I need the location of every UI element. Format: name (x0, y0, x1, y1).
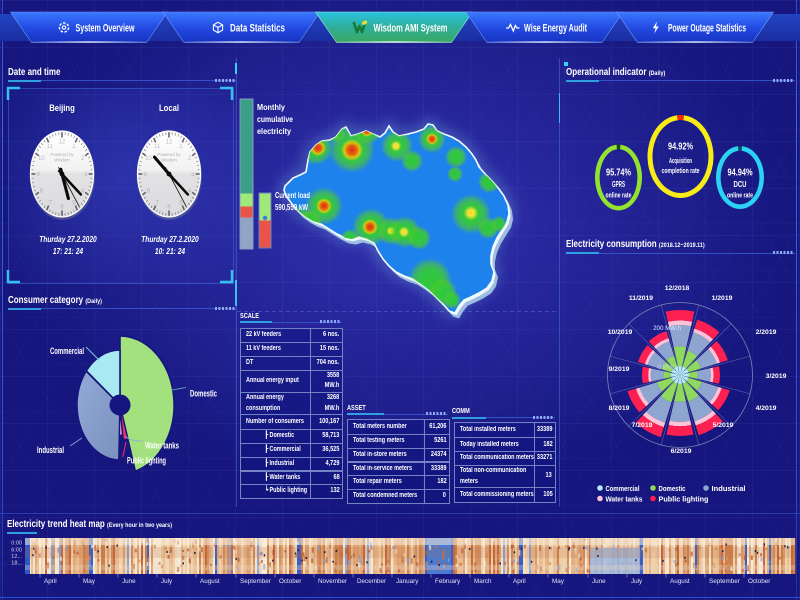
svg-text:12: 12 (59, 140, 66, 146)
svg-text:completion rate: completion rate (662, 166, 700, 175)
svg-text:3/2019: 3/2019 (766, 373, 787, 380)
svg-text:8: 8 (40, 189, 44, 195)
svg-text:6/2019: 6/2019 (671, 448, 692, 455)
svg-text:590,559 kW: 590,559 kW (275, 203, 308, 212)
svg-text:March: March (474, 578, 492, 585)
svg-text:Water tanks: Water tanks (606, 494, 643, 503)
svg-text:Domestic: Domestic (659, 484, 686, 493)
svg-text:18...: 18... (11, 561, 22, 567)
svg-text:94.92%: 94.92% (668, 141, 693, 153)
svg-text:12...: 12... (11, 554, 22, 560)
svg-text:online rate: online rate (606, 191, 632, 200)
svg-text:1/2019: 1/2019 (712, 295, 733, 302)
svg-text:4: 4 (188, 188, 192, 194)
svg-text:10: 10 (38, 156, 45, 162)
svg-text:8/2019: 8/2019 (609, 405, 630, 412)
svg-text:10: 10 (145, 156, 152, 162)
svg-text:95.74%: 95.74% (606, 167, 631, 179)
svg-text:5/2019: 5/2019 (713, 422, 734, 429)
svg-text:electricity: electricity (257, 127, 291, 136)
svg-text:1: 1 (179, 144, 183, 150)
svg-text:Powered by: Powered by (157, 152, 181, 157)
svg-text:7/2019: 7/2019 (632, 422, 653, 429)
svg-text:10/2019: 10/2019 (608, 329, 633, 336)
svg-text:July: July (161, 578, 173, 585)
svg-text:6: 6 (167, 205, 171, 211)
svg-text:May: May (83, 578, 96, 585)
svg-text:January: January (396, 578, 419, 585)
svg-text:Wisdom AMI System: Wisdom AMI System (374, 23, 448, 35)
svg-text:July: July (631, 578, 643, 585)
svg-text:94.94%: 94.94% (728, 167, 753, 179)
svg-text:Acquisition: Acquisition (669, 156, 692, 165)
svg-text:November: November (318, 578, 347, 585)
svg-text:Wisdom: Wisdom (54, 158, 70, 163)
svg-text:System Overview: System Overview (76, 23, 135, 35)
svg-text:7: 7 (155, 200, 159, 206)
svg-text:Commercial: Commercial (606, 484, 640, 493)
svg-text:8: 8 (147, 189, 151, 195)
svg-text:Public lighting: Public lighting (127, 456, 166, 466)
svg-text:11: 11 (154, 144, 161, 150)
svg-text:1: 1 (72, 144, 76, 150)
svg-text:2: 2 (188, 156, 192, 162)
svg-text:April: April (513, 578, 526, 585)
svg-text:February: February (435, 578, 461, 585)
svg-text:Powered by: Powered by (50, 152, 74, 157)
svg-text:6: 6 (60, 205, 64, 211)
svg-text:October: October (279, 578, 301, 585)
svg-text:Monthly: Monthly (257, 103, 285, 112)
svg-text:9: 9 (144, 172, 148, 178)
svg-text:December: December (357, 578, 386, 585)
svg-text:7: 7 (48, 200, 52, 206)
svg-text:Water tanks: Water tanks (145, 441, 179, 451)
svg-text:0 MW.h: 0 MW.h (658, 364, 680, 371)
svg-text:Current load: Current load (275, 191, 310, 200)
svg-text:GPRS: GPRS (612, 180, 625, 189)
svg-text:Public lighting: Public lighting (659, 494, 709, 503)
svg-text:11: 11 (47, 144, 54, 150)
svg-text:9/2019: 9/2019 (609, 366, 630, 373)
svg-text:2/2019: 2/2019 (756, 329, 777, 336)
svg-text:August: August (200, 578, 220, 585)
svg-text:DCU: DCU (734, 180, 747, 189)
svg-text:June: June (122, 578, 136, 585)
svg-text:Domestic: Domestic (190, 389, 217, 399)
svg-text:April: April (44, 578, 57, 585)
svg-text:3: 3 (84, 172, 88, 178)
svg-text:September: September (240, 578, 271, 585)
svg-text:4/2019: 4/2019 (756, 405, 777, 412)
svg-text:Wise Energy Audit: Wise Energy Audit (524, 23, 587, 35)
svg-text:0:00: 0:00 (11, 541, 22, 547)
svg-text:3: 3 (191, 172, 195, 178)
svg-text:11/2019: 11/2019 (629, 295, 653, 302)
svg-text:5: 5 (179, 200, 183, 206)
svg-text:Data Statistics: Data Statistics (230, 23, 285, 35)
svg-text:online rate: online rate (727, 191, 753, 200)
svg-text:12/2018: 12/2018 (665, 285, 690, 292)
svg-text:6:00: 6:00 (11, 548, 22, 554)
svg-text:2: 2 (81, 156, 85, 162)
svg-text:Power Outage Statistics: Power Outage Statistics (668, 23, 746, 35)
svg-text:4: 4 (81, 188, 85, 194)
svg-text:Industrial: Industrial (712, 484, 746, 493)
svg-text:200 MW.h: 200 MW.h (653, 325, 681, 332)
svg-text:June: June (592, 578, 606, 585)
svg-text:August: August (670, 578, 690, 585)
svg-text:September: September (709, 578, 740, 585)
svg-text:October: October (748, 578, 770, 585)
svg-text:cumulative: cumulative (257, 115, 293, 124)
svg-text:5: 5 (72, 200, 76, 206)
svg-text:Industrial: Industrial (37, 445, 64, 455)
svg-text:Commercial: Commercial (50, 346, 84, 356)
svg-text:Wisdom: Wisdom (161, 158, 177, 163)
svg-text:May: May (552, 578, 565, 585)
svg-text:9: 9 (37, 172, 41, 178)
svg-text:12: 12 (166, 140, 173, 146)
